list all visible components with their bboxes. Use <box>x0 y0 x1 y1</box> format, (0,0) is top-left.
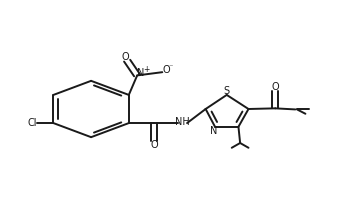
Text: Cl: Cl <box>28 118 37 128</box>
Text: N: N <box>137 68 144 78</box>
Text: N: N <box>210 126 217 136</box>
Text: O: O <box>163 65 170 75</box>
Text: O: O <box>271 82 279 92</box>
Text: O: O <box>122 52 129 62</box>
Text: NH: NH <box>175 117 190 127</box>
Text: S: S <box>224 86 230 95</box>
Text: +: + <box>143 65 150 74</box>
Text: ⁻: ⁻ <box>168 62 173 71</box>
Text: O: O <box>150 140 158 150</box>
